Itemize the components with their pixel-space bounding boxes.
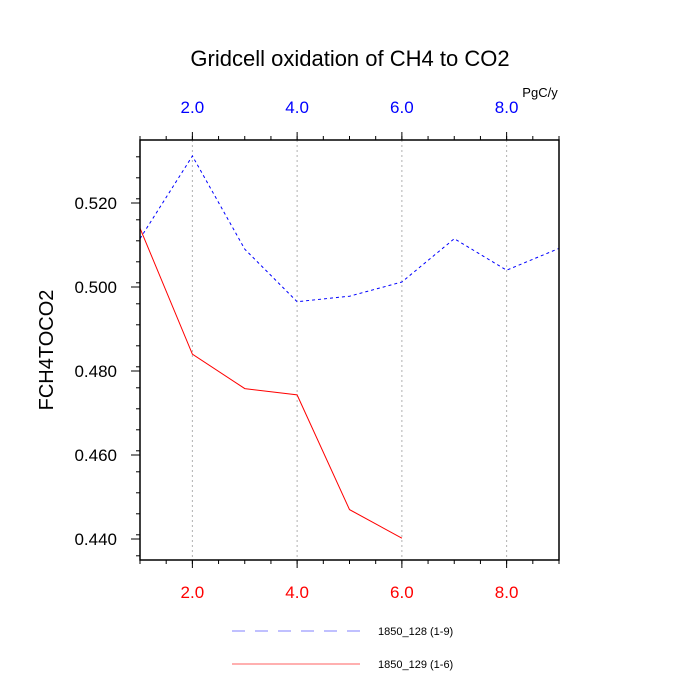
y-tick-label: 0.500 — [74, 278, 117, 297]
y-tick-label: 0.480 — [74, 362, 117, 381]
grid-lines — [191, 140, 508, 560]
legend-label-2: 1850_129 (1-6) — [378, 659, 453, 671]
legend: 1850_128 (1-9) 1850_129 (1-6) — [232, 626, 453, 671]
series-line-1 — [139, 155, 560, 303]
y-tick-label: 0.520 — [74, 194, 117, 213]
series-line-2 — [139, 228, 403, 539]
y-tick-label: 0.460 — [74, 446, 117, 465]
chart-title: Gridcell oxidation of CH4 to CO2 — [190, 46, 509, 71]
x-top-tick-label: 2.0 — [181, 98, 205, 117]
x-tick-label: 4.0 — [285, 583, 309, 602]
y-tick-label: 0.440 — [74, 530, 117, 549]
plot-frame — [139, 139, 560, 561]
axis-ticks: 2.0 2.0 4.0 4.0 6.0 6.0 8.0 8.0 0.440 0.460 0.480 0… — [74, 98, 560, 602]
x-tick-label: 6.0 — [390, 583, 414, 602]
top-axis-label: PgC/y — [522, 85, 558, 100]
y-axis-label: FCH4TOCO2 — [36, 290, 58, 411]
legend-label-1: 1850_128 (1-9) — [378, 626, 453, 638]
x-top-tick-label: 6.0 — [390, 98, 414, 117]
x-top-tick-label: 4.0 — [285, 98, 309, 117]
x-tick-label: 2.0 — [181, 583, 205, 602]
x-tick-label: 8.0 — [495, 583, 519, 602]
x-top-tick-label: 8.0 — [495, 98, 519, 117]
series-lines — [139, 155, 560, 539]
